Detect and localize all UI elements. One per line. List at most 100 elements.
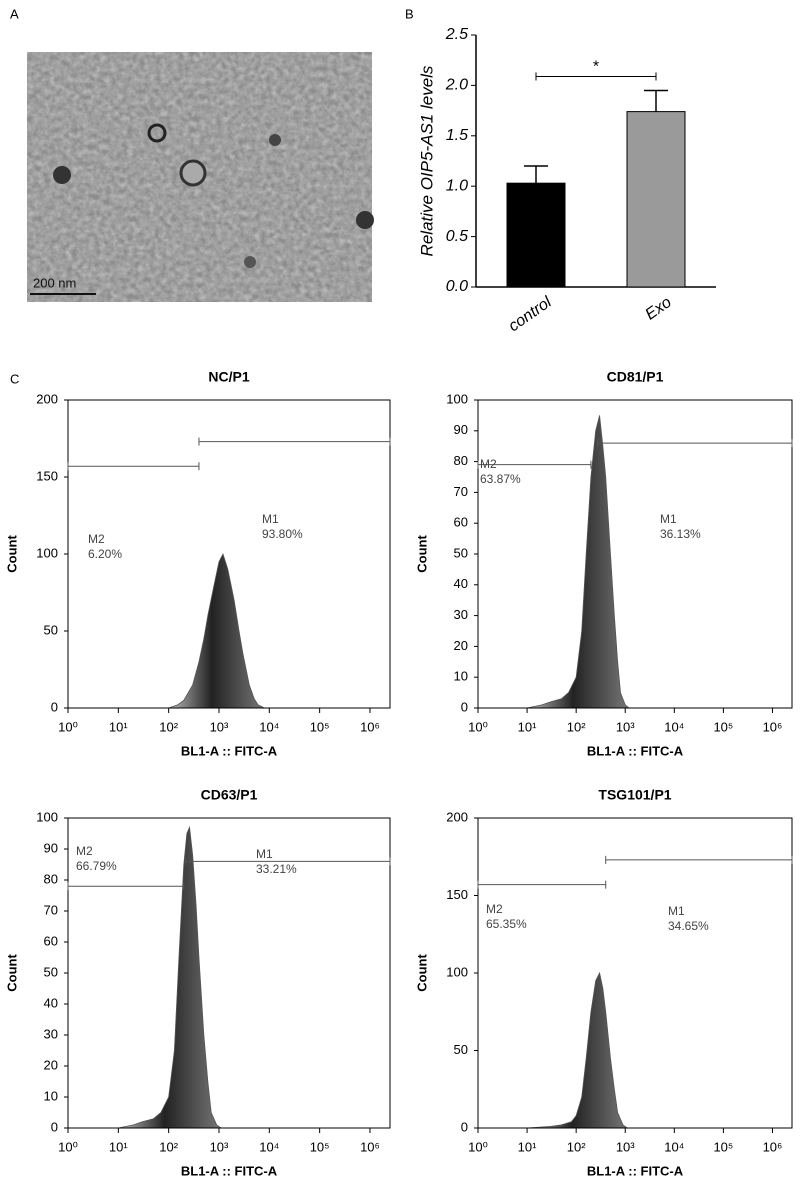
x-axis-label: BL1-A :: FITC-A bbox=[181, 1163, 278, 1177]
x-tick-label: 10² bbox=[159, 1139, 178, 1154]
x-tick-label: 10¹ bbox=[518, 1139, 537, 1154]
gate-name: M2 bbox=[76, 844, 93, 858]
y-tick-label: 200 bbox=[36, 391, 58, 406]
gate-name: M1 bbox=[262, 512, 279, 526]
plot-frame bbox=[477, 399, 793, 709]
gate-percent: 66.79% bbox=[76, 859, 117, 873]
y-axis-label: Count bbox=[4, 954, 19, 992]
chart-title: TSG101/P1 bbox=[598, 787, 671, 803]
y-tick-label: 0.5 bbox=[446, 228, 468, 245]
chart-title: CD81/P1 bbox=[607, 369, 664, 385]
x-axis-label: BL1-A :: FITC-A bbox=[587, 743, 684, 758]
y-tick-label: 20 bbox=[44, 1057, 58, 1072]
y-tick-label: 60 bbox=[44, 933, 58, 948]
y-tick-label: 50 bbox=[44, 622, 58, 637]
x-tick-label: 10³ bbox=[210, 1139, 229, 1154]
x-tick-label: 10⁰ bbox=[58, 719, 78, 734]
y-tick-label: 1.5 bbox=[446, 127, 468, 144]
x-tick-label: 10⁰ bbox=[468, 719, 488, 734]
y-tick-label: 2.0 bbox=[445, 77, 468, 94]
micrograph: 200 nm bbox=[27, 52, 374, 302]
histogram bbox=[526, 415, 631, 709]
x-axis-label: BL1-A :: FITC-A bbox=[587, 1163, 684, 1177]
y-tick-label: 30 bbox=[454, 607, 468, 622]
histogram bbox=[118, 825, 223, 1129]
chart-title: CD63/P1 bbox=[201, 787, 258, 803]
gate-percent: 34.65% bbox=[668, 919, 709, 933]
x-tick-label: 10³ bbox=[616, 1139, 635, 1154]
gate-percent: 65.35% bbox=[486, 917, 527, 931]
x-tick-label: 10⁰ bbox=[58, 1139, 78, 1154]
x-tick-label: 10⁶ bbox=[763, 719, 783, 734]
y-tick-label: 80 bbox=[44, 871, 58, 886]
x-tick-label: 10¹ bbox=[518, 719, 537, 734]
panel-label: B bbox=[405, 6, 414, 21]
gate-percent: 93.80% bbox=[262, 527, 303, 541]
x-tick-label: 10⁵ bbox=[713, 1139, 733, 1154]
y-tick-label: 60 bbox=[454, 515, 468, 530]
y-tick-label: 50 bbox=[454, 1042, 468, 1057]
x-tick-label: 10⁶ bbox=[360, 719, 380, 734]
significance-label: * bbox=[593, 59, 599, 76]
gate-percent: 63.87% bbox=[480, 472, 521, 486]
y-axis-label: Count bbox=[414, 535, 429, 573]
y-tick-label: 0 bbox=[51, 1119, 58, 1134]
x-tick-label: 10³ bbox=[210, 719, 229, 734]
gate-name: M1 bbox=[668, 904, 685, 918]
x-axis-label: BL1-A :: FITC-A bbox=[181, 743, 278, 758]
x-tick-label: 10⁶ bbox=[763, 1139, 783, 1154]
y-tick-label: 50 bbox=[44, 964, 58, 979]
y-tick-label: 0.0 bbox=[446, 278, 468, 295]
x-tick-label: 10² bbox=[159, 719, 178, 734]
x-tick-label: 10⁴ bbox=[664, 1139, 684, 1154]
y-tick-label: 90 bbox=[454, 422, 468, 437]
y-tick-label: 100 bbox=[446, 964, 468, 979]
plot-frame bbox=[477, 817, 793, 1129]
x-tick-label: Exo bbox=[642, 294, 674, 324]
y-tick-label: 20 bbox=[454, 638, 468, 653]
y-tick-label: 150 bbox=[446, 887, 468, 902]
histogram bbox=[168, 552, 265, 709]
y-tick-label: 100 bbox=[36, 545, 58, 560]
y-tick-label: 0 bbox=[461, 699, 468, 714]
y-tick-label: 50 bbox=[454, 545, 468, 560]
bar bbox=[506, 182, 566, 288]
x-tick-label: control bbox=[506, 294, 555, 336]
y-tick-label: 40 bbox=[44, 995, 58, 1010]
y-tick-label: 1.0 bbox=[446, 177, 468, 194]
y-axis-label: Count bbox=[4, 535, 19, 573]
panel-label: A bbox=[10, 6, 19, 21]
y-tick-label: 90 bbox=[44, 840, 58, 855]
chart-title: NC/P1 bbox=[208, 369, 249, 385]
scale-bar-label: 200 nm bbox=[33, 275, 76, 290]
gate-name: M1 bbox=[660, 512, 677, 526]
y-tick-label: 0 bbox=[461, 1119, 468, 1134]
x-tick-label: 10³ bbox=[616, 719, 635, 734]
y-tick-label: 100 bbox=[446, 391, 468, 406]
y-tick-label: 30 bbox=[44, 1026, 58, 1041]
x-tick-label: 10² bbox=[567, 1139, 586, 1154]
bar bbox=[626, 111, 686, 288]
y-tick-label: 2.5 bbox=[445, 26, 468, 43]
gate-percent: 6.20% bbox=[88, 547, 122, 561]
y-axis-label: Relative OIP5-AS1 levels bbox=[417, 65, 436, 256]
y-tick-label: 0 bbox=[51, 699, 58, 714]
panel-label: C bbox=[10, 371, 19, 386]
gate-percent: 33.21% bbox=[256, 862, 297, 876]
x-tick-label: 10⁵ bbox=[310, 1139, 330, 1154]
x-tick-label: 10⁵ bbox=[713, 719, 733, 734]
gate-name: M2 bbox=[480, 457, 497, 471]
histogram bbox=[527, 971, 629, 1129]
y-tick-label: 200 bbox=[446, 809, 468, 824]
y-tick-label: 100 bbox=[36, 809, 58, 824]
y-tick-label: 80 bbox=[454, 453, 468, 468]
y-tick-label: 70 bbox=[44, 902, 58, 917]
y-tick-label: 10 bbox=[454, 669, 468, 684]
x-tick-label: 10⁴ bbox=[259, 719, 279, 734]
x-tick-label: 10⁴ bbox=[259, 1139, 279, 1154]
y-tick-label: 10 bbox=[44, 1088, 58, 1103]
gate-name: M1 bbox=[256, 847, 273, 861]
gate-percent: 36.13% bbox=[660, 527, 701, 541]
x-tick-label: 10¹ bbox=[109, 1139, 128, 1154]
